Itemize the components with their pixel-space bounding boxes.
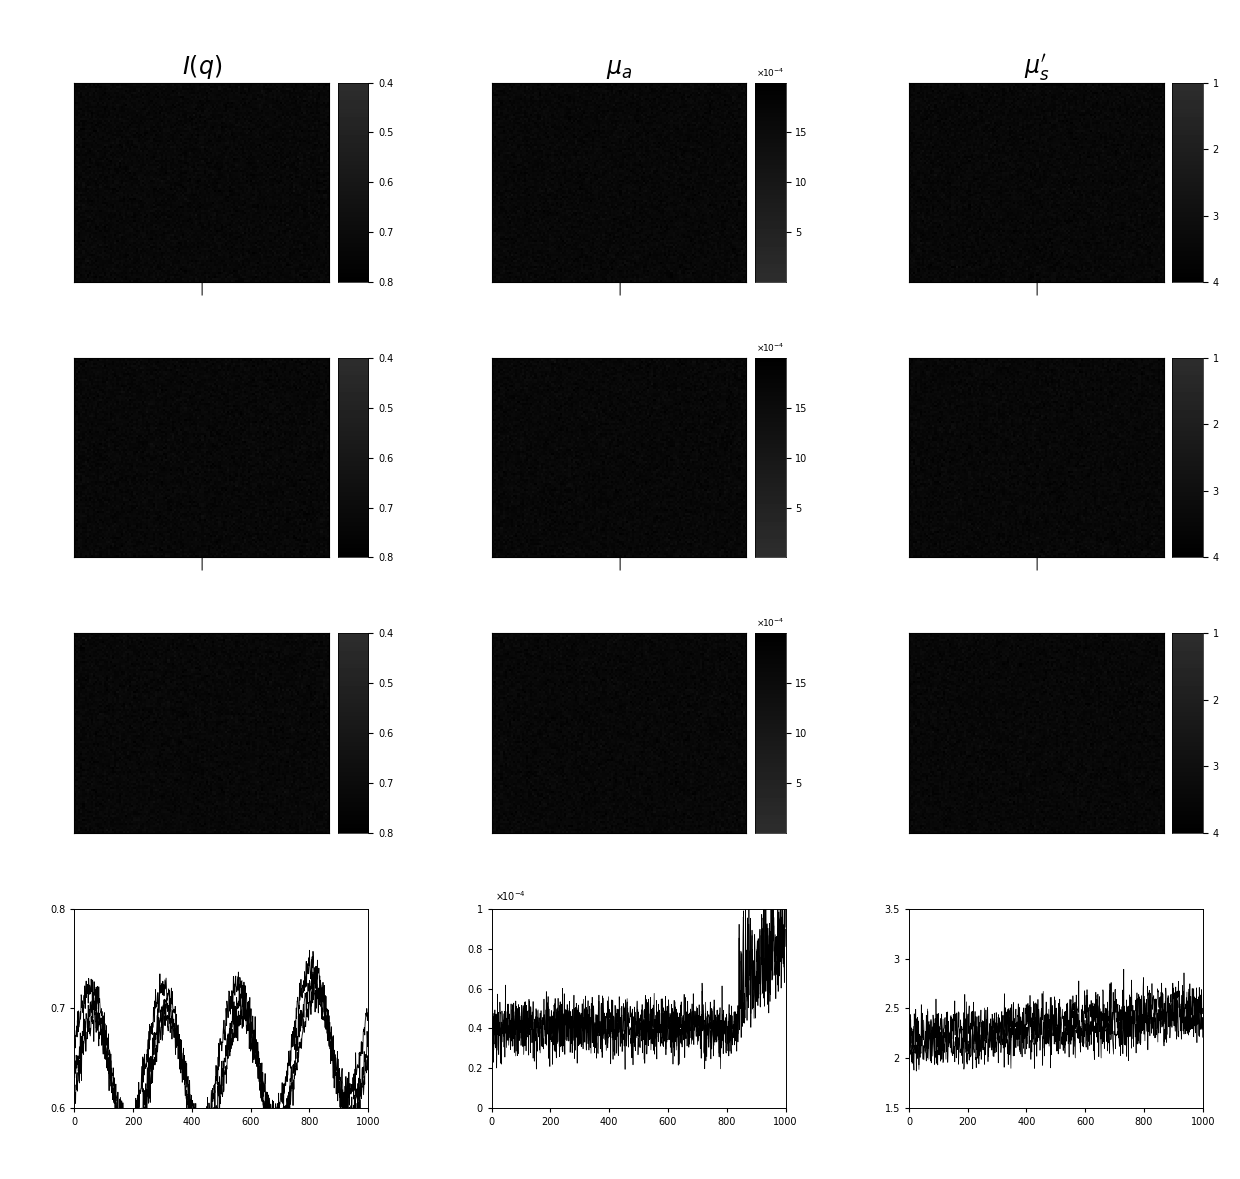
X-axis label: |: | xyxy=(200,558,203,571)
X-axis label: |: | xyxy=(1034,282,1038,295)
X-axis label: |: | xyxy=(618,558,621,571)
Title: $\mu_s'$: $\mu_s'$ xyxy=(1023,52,1049,83)
X-axis label: |: | xyxy=(1034,558,1038,571)
X-axis label: |: | xyxy=(618,282,621,295)
Text: $\times\!10^{-4}$: $\times\!10^{-4}$ xyxy=(756,66,785,79)
Text: $\times\!10^{-4}$: $\times\!10^{-4}$ xyxy=(756,342,785,354)
Text: $\times\!10^{-4}$: $\times\!10^{-4}$ xyxy=(495,889,526,903)
X-axis label: |: | xyxy=(200,282,203,295)
Title: $\mathit{I}(\mathit{q})$: $\mathit{I}(\mathit{q})$ xyxy=(181,53,222,81)
Text: $\times\!10^{-4}$: $\times\!10^{-4}$ xyxy=(756,617,785,630)
Title: $\mu_a$: $\mu_a$ xyxy=(606,58,632,81)
